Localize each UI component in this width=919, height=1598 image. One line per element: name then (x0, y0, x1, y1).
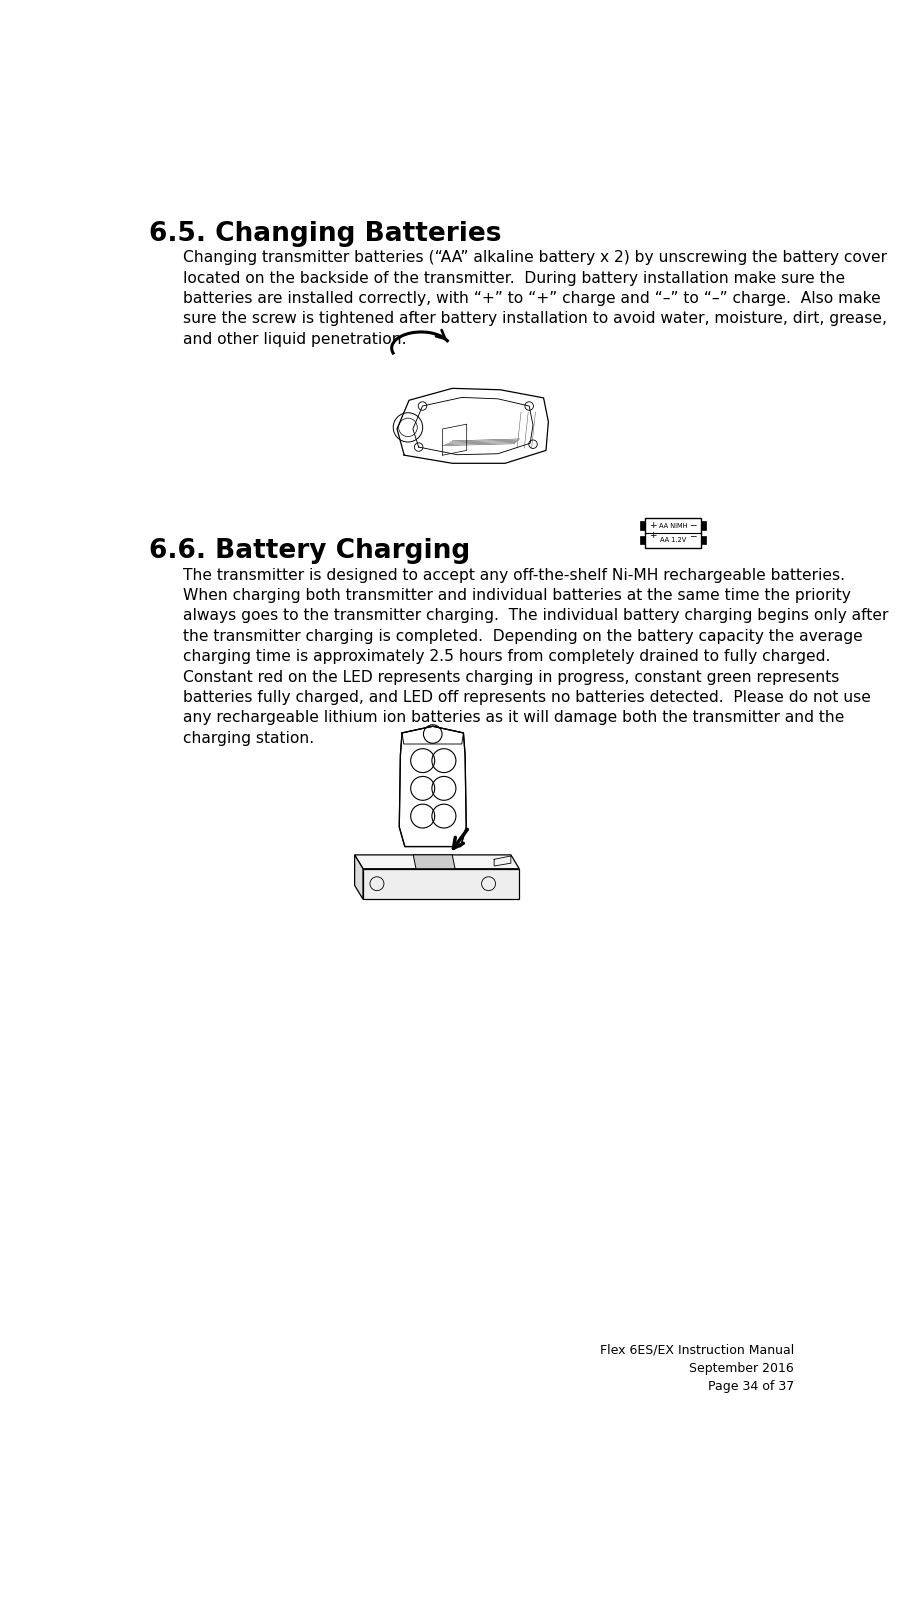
Text: Constant red on the LED represents charging in progress, constant green represen: Constant red on the LED represents charg… (183, 670, 839, 684)
Polygon shape (413, 855, 455, 869)
Text: −: − (688, 521, 696, 529)
Bar (700, 535, 705, 545)
Text: 6.6. Battery Charging: 6.6. Battery Charging (149, 539, 470, 564)
Polygon shape (399, 725, 466, 847)
Text: charging time is approximately 2.5 hours from completely drained to fully charge: charging time is approximately 2.5 hours… (183, 649, 830, 665)
Text: batteries are installed correctly, with “+” to “+” charge and “–” to “–” charge.: batteries are installed correctly, with … (183, 291, 880, 307)
Text: any rechargeable lithium ion batteries as it will damage both the transmitter an: any rechargeable lithium ion batteries a… (183, 711, 844, 725)
Text: AA NiMH: AA NiMH (658, 523, 686, 529)
Text: batteries fully charged, and LED off represents no batteries detected.  Please d: batteries fully charged, and LED off rep… (183, 690, 870, 705)
Text: 6.5. Changing Batteries: 6.5. Changing Batteries (149, 221, 501, 248)
Text: +: + (649, 521, 656, 529)
Text: +: + (649, 531, 656, 540)
Text: located on the backside of the transmitter.  During battery installation make su: located on the backside of the transmitt… (183, 270, 845, 286)
Text: AA 1.2V: AA 1.2V (659, 537, 686, 543)
Polygon shape (354, 855, 363, 900)
Text: and other liquid penetration.: and other liquid penetration. (183, 332, 406, 347)
Text: The transmitter is designed to accept any off-the-shelf Ni-MH rechargeable batte: The transmitter is designed to accept an… (183, 567, 845, 583)
Bar (640, 521, 644, 529)
Text: the transmitter charging is completed.  Depending on the battery capacity the av: the transmitter charging is completed. D… (183, 628, 862, 644)
Text: −: − (688, 531, 696, 540)
Text: charging station.: charging station. (183, 730, 314, 746)
Text: Flex 6ES/EX Instruction Manual
September 2016
Page 34 of 37: Flex 6ES/EX Instruction Manual September… (599, 1344, 793, 1393)
Text: When charging both transmitter and individual batteries at the same time the pri: When charging both transmitter and indiv… (183, 588, 850, 602)
Bar (700, 521, 705, 529)
Bar (644, 518, 700, 548)
Polygon shape (354, 855, 518, 869)
Text: Changing transmitter batteries (“AA” alkaline battery x 2) by unscrewing the bat: Changing transmitter batteries (“AA” alk… (183, 251, 886, 265)
Polygon shape (363, 869, 518, 900)
Text: sure the screw is tightened after battery installation to avoid water, moisture,: sure the screw is tightened after batter… (183, 312, 886, 326)
Text: always goes to the transmitter charging.  The individual battery charging begins: always goes to the transmitter charging.… (183, 609, 888, 623)
Bar (640, 535, 644, 545)
